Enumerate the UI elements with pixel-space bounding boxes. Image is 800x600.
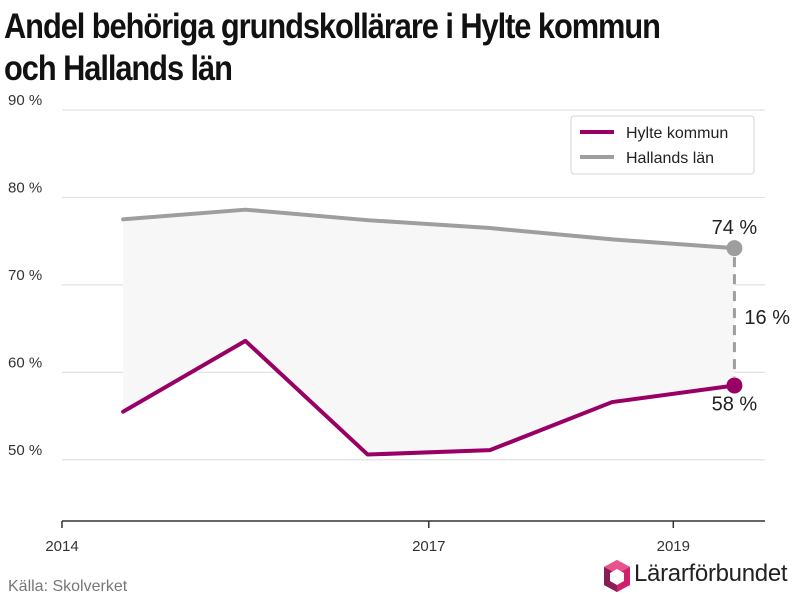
gap-label: 16 % (744, 307, 790, 329)
hylte-end-label: 58 % (712, 393, 758, 415)
series-line-hallands (121, 207, 737, 251)
gap-band (123, 209, 735, 455)
legend-box (570, 115, 755, 175)
end-markers (726, 240, 743, 394)
series-lines (121, 207, 737, 457)
y-tick-label: 90 % (8, 92, 42, 109)
logo-icon (604, 560, 630, 592)
source-note: Källa: Skolverket (8, 578, 128, 595)
y-tick-label: 70 % (8, 267, 42, 284)
logo-wordmark: Lärarförbundet (634, 560, 788, 587)
x-axis-ticks: 2014 2017 2019 (45, 521, 690, 555)
chart-title: Andel behöriga grundskollärare i Hylte k… (4, 7, 661, 88)
legend: Hylte kommun Hallands län (570, 115, 755, 175)
x-tick-label: 2017 (412, 538, 445, 555)
brand-logo: Lärarförbundet (602, 556, 798, 596)
x-tick-label: 2019 (657, 538, 690, 555)
y-axis-ticks: 50 % 60 % 70 % 80 % 90 % (8, 92, 42, 459)
end-marker-hallands (726, 240, 743, 257)
end-marker-hylte (726, 377, 743, 394)
y-tick-label: 60 % (8, 354, 42, 371)
hallands-end-label: 74 % (712, 217, 758, 239)
y-tick-label: 80 % (8, 179, 42, 196)
legend-label-hallands: Hallands län (626, 150, 714, 167)
legend-label-hylte: Hylte kommun (626, 125, 728, 142)
y-tick-label: 50 % (8, 442, 42, 459)
series-line-hylte (121, 338, 737, 457)
x-tick-label: 2014 (45, 538, 78, 555)
